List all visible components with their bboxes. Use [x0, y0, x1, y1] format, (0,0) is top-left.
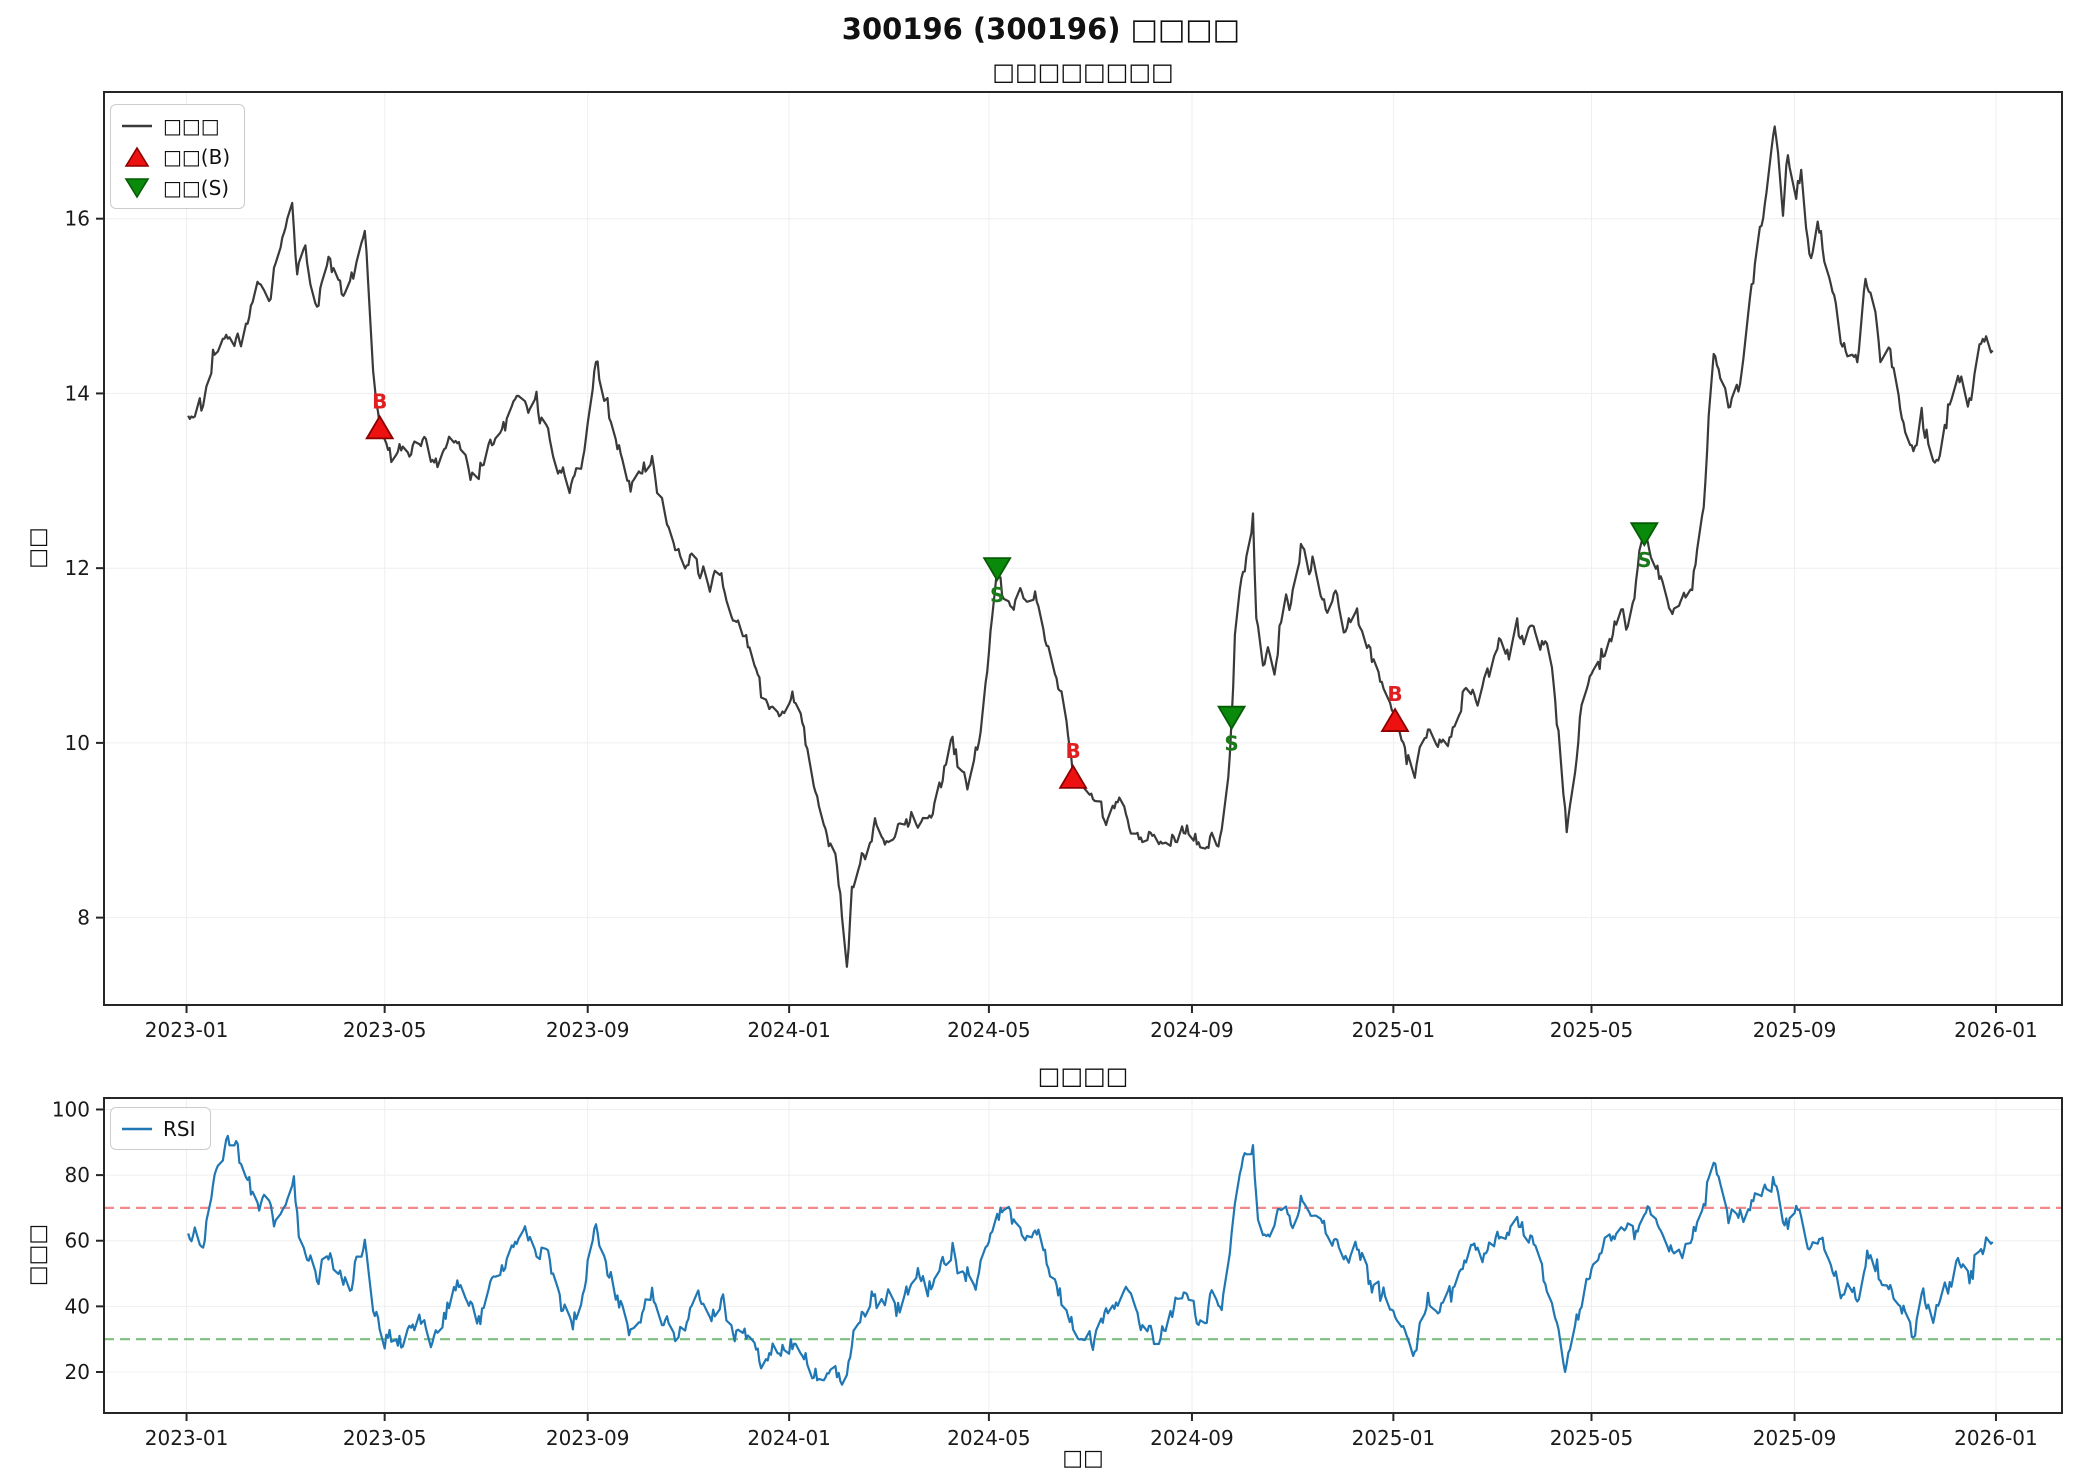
sell-letter: S: [990, 583, 1004, 607]
figure-title: 300196 (300196) □□□□: [841, 12, 1241, 46]
x-tick-label: 2023-05: [343, 1426, 427, 1450]
buy-triangle-icon: [124, 145, 150, 167]
y-tick-label: 60: [65, 1229, 90, 1253]
x-tick-label: 2024-01: [747, 1018, 831, 1042]
buy-marker: [1058, 764, 1088, 789]
rsi-chart-title: □□□□: [1037, 1062, 1129, 1090]
x-tick-label: 2025-01: [1352, 1426, 1436, 1450]
buy-marker: [1380, 707, 1410, 732]
y-tick-label: 100: [52, 1097, 90, 1121]
y-tick-label: 8: [77, 906, 90, 930]
price-plot-border: [103, 91, 2063, 1006]
x-tick-label: 2025-05: [1550, 1426, 1634, 1450]
line-sample-icon: [122, 124, 152, 127]
sell-marker: [982, 557, 1012, 582]
sell-triangle-icon: [124, 177, 150, 199]
y-tick-label: 20: [65, 1360, 90, 1384]
y-tick-label: 12: [65, 556, 90, 580]
x-tick-label: 2023-09: [546, 1426, 630, 1450]
x-tick-label: 2026-01: [1954, 1018, 2038, 1042]
price-line: [187, 125, 1994, 968]
x-tick-label: 2024-09: [1150, 1018, 1234, 1042]
price-ylabel: □□: [25, 527, 51, 569]
x-tick-label: 2023-01: [145, 1018, 229, 1042]
rsi-tick-labels: 20 40 60 80 100 2023-01 2023-05 2023-09 2024-01 2…: [52, 1097, 2038, 1450]
buy-marker: [365, 414, 395, 440]
legend-item-buy: □□(B): [120, 141, 230, 172]
price-legend: □□□ □□(B) □□(S): [110, 104, 246, 209]
sell-marker: [1629, 522, 1659, 547]
y-tick-label: 80: [65, 1163, 90, 1187]
rsi-line: [187, 1134, 1994, 1386]
y-tick-label: 16: [65, 207, 90, 231]
x-tick-label: 2024-05: [947, 1426, 1031, 1450]
x-tick-label: 2023-05: [343, 1018, 427, 1042]
rsi-legend: RSI: [110, 1107, 211, 1150]
x-tick-label: 2025-05: [1550, 1018, 1634, 1042]
y-tick-label: 10: [65, 731, 90, 755]
rsi-ticks: [96, 1108, 1997, 1421]
legend-item-rsi: RSI: [120, 1113, 196, 1144]
x-tick-label: 2023-01: [145, 1426, 229, 1450]
price-ticks: [96, 217, 1997, 1013]
buy-letter: B: [372, 389, 387, 413]
x-axis-label: □□: [1062, 1446, 1104, 1471]
rsi-ylabel: □□□: [25, 1223, 51, 1287]
x-tick-label: 2025-09: [1753, 1018, 1837, 1042]
x-tick-label: 2025-01: [1352, 1018, 1436, 1042]
y-tick-label: 40: [65, 1294, 90, 1318]
legend-item-sell: □□(S): [120, 172, 230, 203]
grid: [104, 92, 2062, 1005]
x-tick-label: 2024-01: [747, 1426, 831, 1450]
x-tick-label: 2026-01: [1954, 1426, 2038, 1450]
y-tick-label: 14: [65, 381, 90, 405]
sell-letter: S: [1637, 548, 1651, 572]
x-tick-label: 2024-09: [1150, 1426, 1234, 1450]
sell-marker: [1217, 705, 1247, 731]
legend-item-close-line: □□□: [120, 110, 230, 141]
x-tick-label: 2024-05: [947, 1018, 1031, 1042]
signal-markers: B B B S S S: [365, 389, 1659, 789]
rsi-line-sample-icon: [122, 1127, 152, 1130]
rsi-plot-border: [103, 1097, 2063, 1414]
legend-label-buy: □□(B): [163, 144, 231, 169]
grid: [104, 1098, 2062, 1413]
buy-letter: B: [1387, 682, 1402, 706]
x-tick-label: 2025-09: [1753, 1426, 1837, 1450]
price-chart-title: □□□□□□□□: [992, 58, 1174, 86]
sell-letter: S: [1224, 732, 1238, 756]
x-tick-label: 2023-09: [546, 1018, 630, 1042]
legend-label-sell: □□(S): [163, 175, 230, 200]
legend-label-rsi: RSI: [163, 1116, 196, 1141]
legend-label-close: □□□: [163, 113, 220, 138]
price-tick-labels: 8 10 12 14 16 2023-01 2023-05 2023-09 2024-01 202…: [65, 207, 2038, 1042]
buy-letter: B: [1065, 739, 1080, 763]
